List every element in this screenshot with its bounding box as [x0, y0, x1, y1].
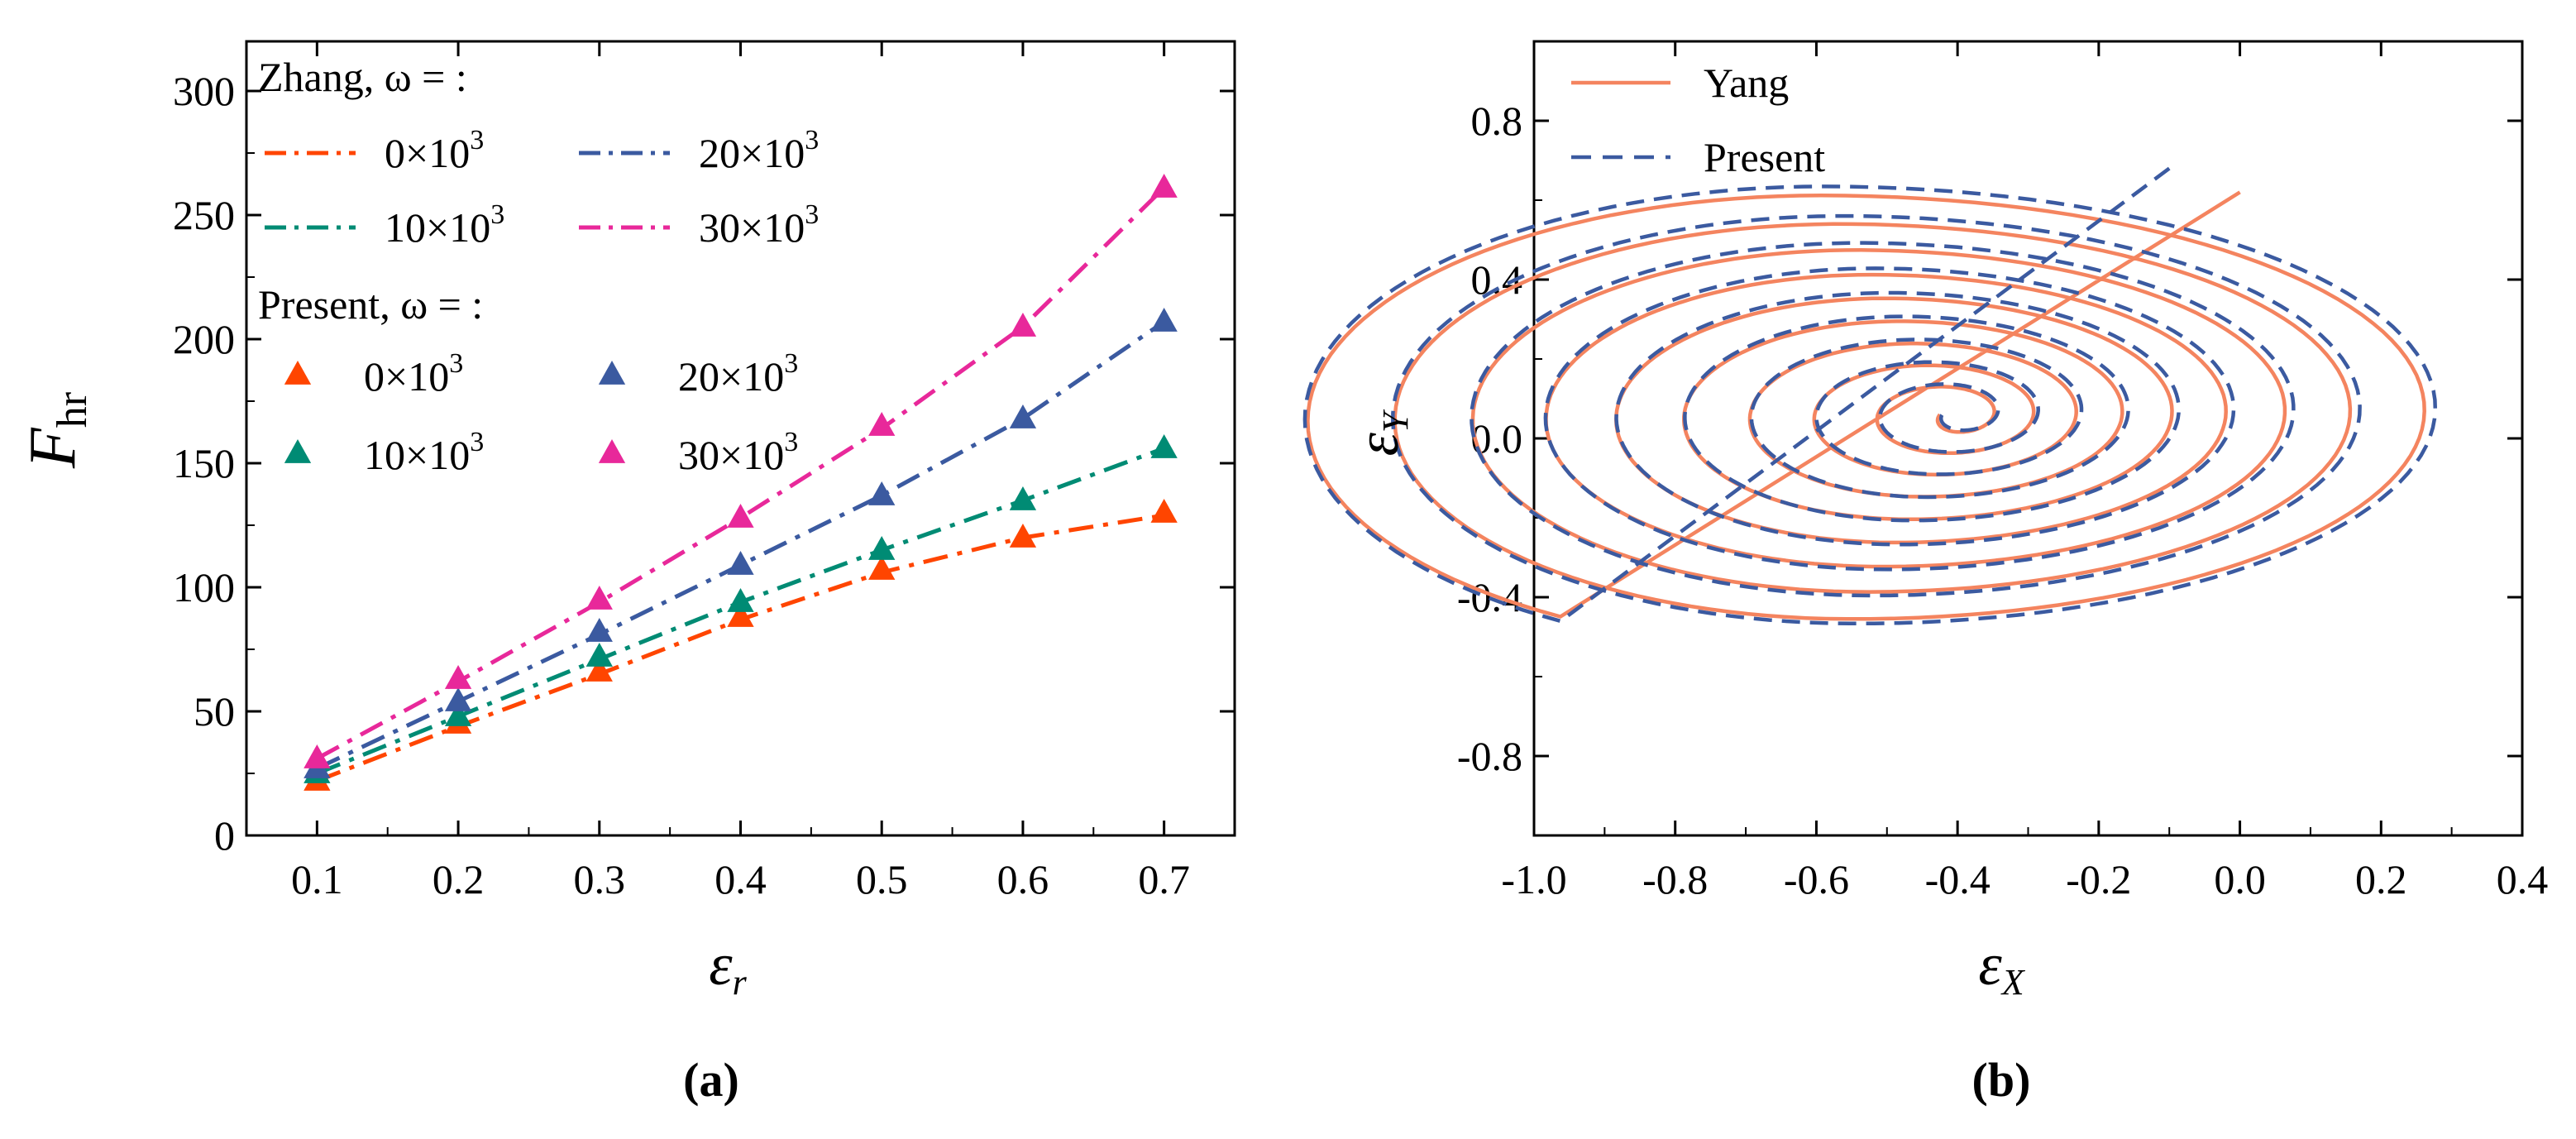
panel-b-xtick-label: -0.4	[1925, 856, 1991, 902]
panel-a-xtick-label: 0.4	[714, 856, 767, 902]
panel-a-legend-zhang-header: Zhang, ω = :	[258, 54, 467, 100]
panel-b-ytick-label: 0.8	[1471, 98, 1523, 144]
panel-a-xlabel-main: ε	[709, 931, 733, 998]
panel-a-ytick-label: 200	[173, 316, 235, 362]
panel-a-marker-present-10	[868, 536, 896, 560]
panel-b-spiral-present	[1302, 166, 2438, 626]
panel-a-legend-present-label: 30×103	[678, 427, 798, 478]
panel-a-legend-present-label: 10×103	[364, 427, 484, 478]
panel-a-marker-present-30	[303, 744, 331, 768]
panel-a-legend-present-label: 20×103	[678, 348, 798, 400]
panel-a-marker-present-30	[727, 504, 754, 528]
panel-a-legend-exponent: 3	[449, 348, 463, 379]
panel-a-marker-present-0	[585, 658, 613, 682]
panel-a-marker-present-0	[727, 603, 754, 627]
panel-a-marker-present-30	[1009, 313, 1037, 337]
panel-a-ytick-label: 150	[173, 440, 235, 486]
panel-b-xlabel-main: ε	[1978, 931, 2002, 998]
panel-a-legend-exponent: 3	[470, 125, 484, 156]
panel-a-ytick-label: 50	[194, 688, 235, 735]
panel-b-xtick-label: -0.2	[2066, 856, 2131, 902]
panel-b-xlabel-sub: X	[2000, 962, 2026, 1003]
panel-a-xtick-label: 0.6	[997, 856, 1049, 902]
panel-a-legend-present-marker	[598, 439, 626, 463]
panel-b-ylabel: εY	[1345, 409, 1416, 456]
panel-a-xtick-label: 0.7	[1138, 856, 1190, 902]
panel-a-legend-present-marker	[598, 361, 626, 385]
panel-a-marker-present-30	[585, 586, 613, 610]
panel-a-xtick-label: 0.3	[574, 856, 626, 902]
panel-b-xtick-label: 0.0	[2214, 856, 2266, 902]
panel-a-marker-present-10	[1009, 486, 1037, 510]
panel-a-ylabel: Fhr	[17, 392, 96, 469]
panel-a-legend-exponent: 3	[784, 348, 798, 379]
panel-a-ylabel-sub: hr	[49, 392, 96, 428]
panel-a-legend-exponent: 3	[805, 199, 819, 230]
panel-b-series-lines	[1302, 166, 2438, 626]
panel-a-marker-present-20	[1009, 404, 1037, 428]
panel-b-plot-frame	[1532, 40, 2524, 837]
panel-a-legend-exponent: 3	[784, 427, 798, 457]
panel-b-ytick-label: -0.8	[1457, 733, 1522, 779]
panel-a-marker-present-10	[1150, 434, 1178, 458]
panel-a-ylabel-main: F	[17, 427, 89, 469]
panel-b-legend-label-yang: Yang	[1704, 60, 1789, 106]
panel-b-xtick-label: -0.8	[1642, 856, 1708, 902]
panel-a-marker-present-20	[868, 481, 896, 505]
panel-b-label: (b)	[1972, 1053, 2031, 1107]
panel-a-legend-present-marker	[284, 361, 312, 385]
panel-a-xtick-label: 0.1	[291, 856, 343, 902]
panel-a-legend: Zhang, ω = : Present, ω = : 0×103 20×103 10×…	[258, 54, 819, 478]
panel-a-legend-present-label: 0×103	[364, 348, 463, 400]
panel-a-xtick-label: 0.5	[856, 856, 908, 902]
panel-a-ytick-label: 250	[173, 192, 235, 238]
panel-a-legend-zhang-label: 20×103	[699, 125, 819, 176]
panel-a-marker-present-10	[585, 643, 613, 667]
panel-a-marker-present-0	[1150, 499, 1178, 523]
panel-b-ylabel-sub: Y	[1375, 409, 1416, 433]
panel-b-spiral-yang	[1306, 190, 2426, 621]
panel-b-xtick-label: -1.0	[1501, 856, 1566, 902]
panel-a-marker-present-20	[585, 618, 613, 642]
panel-a-series-lines	[316, 186, 1166, 783]
panel-a-legend-zhang-label: 30×103	[699, 199, 819, 251]
panel-a-marker-present-10	[444, 702, 472, 726]
panel-a-marker-present-30	[1150, 174, 1178, 198]
panel-a-legend-exponent: 3	[805, 125, 819, 156]
panel-a-marker-present-10	[727, 588, 754, 612]
panel-a-legend-zhang-label: 0×103	[385, 125, 484, 176]
panel-a-marker-present-20	[444, 687, 472, 711]
panel-b-xtick-label: 0.4	[2497, 856, 2549, 902]
panel-b-ylabel-main: ε	[1345, 432, 1411, 456]
panel-b-axes: -1.0 -0.8 -0.6 -0.4 -0.2 0.0 0.2 0.4-0.8-0.40.0…	[1457, 41, 2548, 902]
panel-a-series-markers	[303, 174, 1178, 791]
panel-a-ytick-label: 100	[173, 564, 235, 610]
panel-a-marker-present-30	[868, 412, 896, 436]
panel-a-axes: 0.1 0.2 0.3 0.4 0.5 0.6 0.7 0 50 100 150 200 250 300	[173, 41, 1235, 902]
panel-b-chart: -1.0 -0.8 -0.6 -0.4 -0.2 0.0 0.2 0.4-0.8-0.40.0…	[1302, 40, 2548, 1107]
panel-b-xtick-label: -0.6	[1784, 856, 1849, 902]
panel-a-marker-present-0	[868, 556, 896, 580]
panel-a-ytick-label: 300	[173, 68, 235, 114]
panel-a-marker-present-20	[1150, 308, 1178, 332]
panel-a-marker-present-20	[727, 551, 754, 575]
panel-b-xlabel: εX	[1978, 931, 2025, 1003]
panel-a-xtick-label: 0.2	[433, 856, 485, 902]
panel-a-marker-present-0	[1009, 524, 1037, 548]
panel-b-legend: Yang Present	[1571, 60, 1825, 180]
panel-a-legend-exponent: 3	[470, 427, 484, 457]
panel-a-legend-present-header: Present, ω = :	[258, 281, 483, 328]
panel-a-chart: 0.1 0.2 0.3 0.4 0.5 0.6 0.7050100150200250300 …	[17, 40, 1236, 1107]
panel-a-xlabel: εr	[709, 931, 747, 1003]
panel-a-xlabel-sub: r	[733, 962, 748, 1003]
panel-a-ytick-label: 0	[214, 812, 235, 859]
panel-a-legend-zhang-label: 10×103	[385, 199, 504, 251]
panel-a-legend-exponent: 3	[490, 199, 504, 230]
panel-a-legend-present-marker	[284, 439, 312, 463]
panel-a-marker-present-30	[444, 665, 472, 689]
panel-a-label: (a)	[683, 1053, 739, 1107]
panel-b-xtick-label: 0.2	[2355, 856, 2407, 902]
panel-b-legend-label-present: Present	[1704, 134, 1825, 180]
